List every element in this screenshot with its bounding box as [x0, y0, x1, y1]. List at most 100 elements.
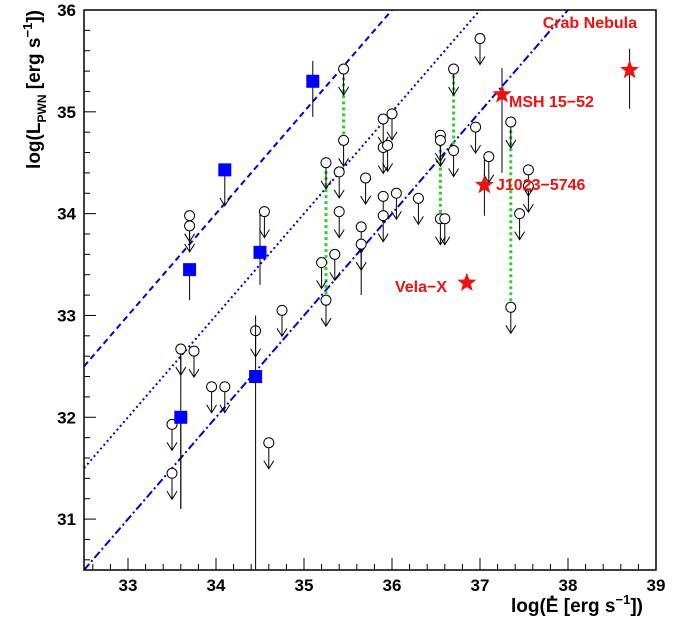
axis-ticks: 33 34 35 36 37 38 39 31 32 33 34 35 36: [57, 1, 665, 595]
upper-limit-arrow-head: [263, 460, 275, 470]
relation-line-dashdot: [84, 10, 569, 570]
y-axis-title-mid: [erg s: [24, 37, 45, 94]
upper-limit-30: [412, 192, 424, 226]
relation-line-dotted: [84, 10, 481, 469]
plot-frame: [83, 9, 657, 571]
upper-limit-32: [434, 134, 446, 168]
upper-limit-arrow-head: [505, 139, 517, 149]
detection-3: [253, 213, 267, 285]
named-pwn-labels: Crab Nebula MSH 15−52 J1023−5746 Vela−X: [395, 15, 637, 296]
upper-limit-marker: [377, 210, 389, 222]
upper-limit-marker: [333, 166, 345, 178]
upper-limit-arrow-head: [514, 231, 526, 241]
y-tick-label: 36: [57, 1, 76, 20]
y-tick-label: 32: [57, 408, 76, 427]
upper-limit-43: [522, 180, 534, 214]
upper-limit-arrow-head: [320, 317, 332, 328]
upper-limit-40: [505, 301, 517, 335]
named-pwn-3: [457, 272, 477, 291]
upper-limit-marker: [522, 180, 534, 192]
upper-limit-marker: [360, 172, 372, 184]
detection-marker: [218, 163, 232, 177]
detection-1: [183, 263, 197, 301]
upper-limit-arrow-head: [329, 272, 341, 282]
upper-limit-arrow-head: [166, 442, 178, 452]
upper-limit-marker: [263, 437, 275, 449]
upper-limit-41: [514, 208, 526, 241]
upper-limit-arrow-head: [434, 236, 446, 246]
y-axis-title-sup: −1: [20, 23, 35, 38]
upper-limit-arrow-head: [166, 491, 178, 501]
named-pwn-markers: [457, 48, 640, 291]
upper-limit-markers: [166, 33, 534, 509]
upper-limit-5: [184, 220, 196, 253]
upper-limit-arrow-head: [333, 229, 345, 239]
upper-limit-marker: [522, 164, 534, 176]
upper-limit-marker: [386, 108, 398, 120]
upper-limit-marker: [338, 63, 350, 75]
upper-limit-marker: [439, 213, 451, 225]
named-pwn-label-1: MSH 15−52: [509, 94, 594, 111]
upper-limit-arrow-head: [382, 163, 394, 173]
upper-limit-arrow-head: [188, 368, 200, 379]
detection-4: [249, 315, 263, 570]
x-axis-title-dot: [550, 595, 554, 599]
upper-limit-marker: [320, 294, 332, 306]
upper-limit-arrow-head: [175, 366, 187, 376]
upper-limit-arrow-head: [390, 211, 402, 221]
x-tick-label: 34: [207, 576, 226, 595]
upper-limit-marker: [258, 206, 270, 218]
upper-limit-arrow-head: [338, 86, 350, 96]
upper-limit-marker: [166, 467, 178, 479]
upper-limit-3: [188, 345, 200, 379]
detection-arrow-head: [219, 197, 231, 207]
upper-limit-10: [263, 437, 275, 470]
x-axis-title-sup: −1: [616, 592, 631, 607]
upper-limit-19: [338, 134, 350, 168]
upper-limit-arrow-head: [316, 280, 328, 290]
upper-limit-marker: [355, 221, 367, 233]
detection-2: [218, 163, 232, 207]
y-axis-title-post: ]): [24, 10, 45, 23]
upper-limit-26: [377, 210, 389, 243]
upper-limit-marker: [448, 145, 460, 157]
upper-limit-arrow-head: [184, 243, 196, 253]
upper-limit-arrow-head: [412, 216, 424, 226]
upper-limit-arrow-head: [360, 195, 372, 205]
x-tick-label: 36: [383, 576, 402, 595]
upper-limit-arrow-head: [377, 165, 389, 175]
upper-limit-marker: [329, 248, 341, 260]
upper-limit-39: [505, 116, 517, 149]
detection-5: [306, 60, 320, 117]
detection-markers: [174, 60, 320, 570]
upper-limit-29: [390, 187, 402, 221]
named-pwn-label-0: Crab Nebula: [543, 15, 637, 32]
detection-marker: [306, 74, 320, 88]
upper-limit-arrow-head: [320, 180, 332, 190]
upper-limit-marker: [320, 157, 332, 169]
upper-limit-marker: [175, 343, 187, 355]
y-axis-title-sub: PWN: [35, 95, 49, 123]
upper-limit-arrow-head: [377, 233, 389, 243]
upper-limit-35: [448, 63, 460, 96]
detection-marker: [253, 245, 267, 259]
upper-limit-arrow-head: [448, 86, 460, 96]
x-tick-label: 37: [471, 576, 490, 595]
named-pwn-label-2: J1023−5746: [496, 177, 586, 194]
y-tick-label: 35: [57, 103, 76, 122]
upper-limit-12: [316, 257, 328, 290]
upper-limit-16: [333, 166, 345, 199]
upper-limit-21: [355, 238, 367, 296]
upper-limit-arrow-head: [448, 168, 460, 178]
upper-limit-36: [448, 145, 460, 178]
upper-limit-arrow-head: [522, 203, 534, 214]
upper-limit-marker: [188, 345, 200, 357]
upper-limit-marker: [316, 257, 328, 269]
upper-limit-marker: [448, 63, 460, 75]
upper-limit-arrow-head: [258, 229, 270, 239]
named-pwn-star: [474, 175, 494, 194]
upper-limit-34: [439, 213, 451, 246]
upper-limit-arrow-head: [333, 189, 345, 199]
